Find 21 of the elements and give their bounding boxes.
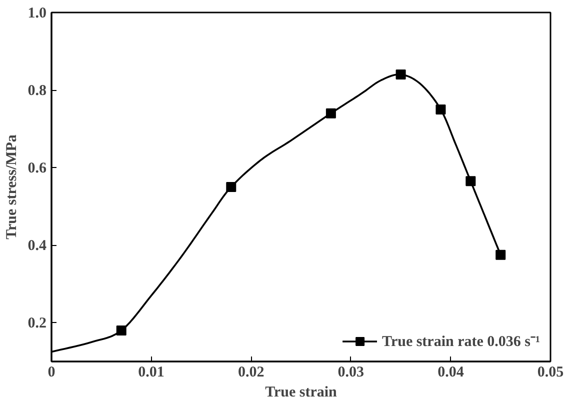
point: [436, 104, 446, 114]
y-tick-label: 0.6: [28, 160, 47, 177]
x-tick-label: 0.05: [537, 364, 564, 380]
x-tick-label: 0.03: [338, 364, 364, 380]
point: [466, 176, 476, 186]
x-tick-label: 0.01: [138, 364, 164, 380]
legend-label: True strain rate 0.036 s⁻¹: [382, 333, 540, 351]
x-axis-title: True strain: [265, 384, 338, 400]
x-tick-label: 0.02: [238, 364, 264, 380]
point: [326, 108, 336, 118]
point: [116, 325, 126, 336]
y-axis-title: True stress/MPa: [4, 134, 20, 240]
point: [496, 250, 506, 260]
y-tick-label: 0.2: [28, 316, 46, 332]
point: [226, 182, 236, 192]
y-tick-label: 0.8: [28, 83, 46, 100]
x-tick-label: 0.04: [438, 364, 464, 380]
y-tick-label: 1.0: [28, 6, 46, 22]
y-tick-label: 0.4: [28, 238, 47, 254]
x-tick-label: 0: [48, 364, 56, 380]
point: [396, 70, 406, 80]
